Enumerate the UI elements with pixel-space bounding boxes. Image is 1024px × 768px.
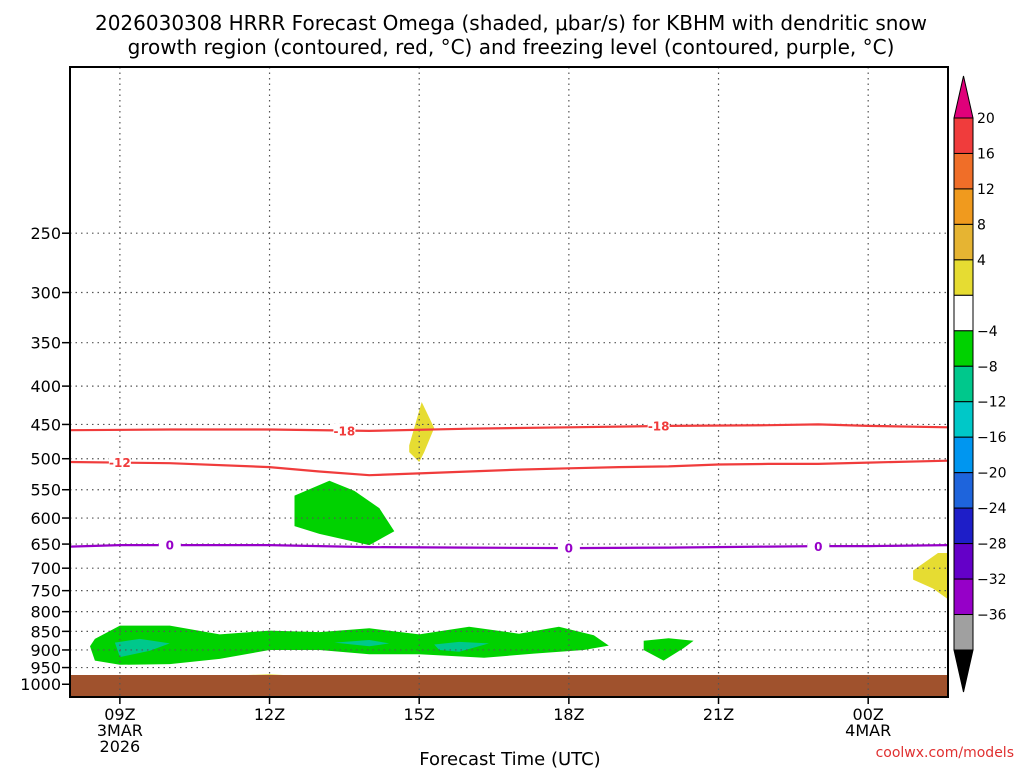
contour-label: -18 xyxy=(648,419,670,433)
x-tick-year: 2026 xyxy=(100,737,141,756)
colorbar-bottom-arrow xyxy=(953,649,974,693)
colorbar-label: −12 xyxy=(977,395,1007,411)
y-tick-label: 550 xyxy=(30,481,61,500)
colorbar-swatch xyxy=(953,294,974,332)
colorbar-label: 4 xyxy=(977,253,986,269)
x-tick-label: 09Z xyxy=(104,705,135,724)
contour-label: -12 xyxy=(109,456,131,470)
contour-label: -18 xyxy=(334,424,356,438)
chart-title-line-1: 2026030308 HRRR Forecast Omega (shaded, … xyxy=(95,11,927,35)
contour-label: 0 xyxy=(565,542,573,556)
y-tick-label: 300 xyxy=(30,284,61,303)
contour-label-bg xyxy=(807,539,830,554)
y-tick-label: 1000 xyxy=(20,675,61,694)
contour-label-bg xyxy=(158,538,181,553)
y-tick-label: 400 xyxy=(30,377,61,396)
contour-label-bg xyxy=(647,418,670,433)
y-axis-ticks: 2503003504004505005506006507007508008509… xyxy=(20,224,70,694)
y-tick-label: 650 xyxy=(30,535,61,554)
plot-frame xyxy=(69,66,949,698)
colorbar-swatch xyxy=(953,117,974,154)
y-tick-label: 700 xyxy=(30,559,61,578)
contour-label: 0 xyxy=(166,539,174,553)
credit-link[interactable]: coolwx.com/models xyxy=(876,745,1014,761)
contour-label-bg xyxy=(333,423,356,438)
contour-label-bg xyxy=(108,455,131,470)
colorbar-label: −4 xyxy=(977,324,998,340)
colorbar-swatch xyxy=(953,188,974,225)
colorbar-label: −28 xyxy=(977,537,1007,553)
omega-region-up-moderate xyxy=(434,641,489,652)
colorbar-swatch xyxy=(953,578,974,616)
x-tick-label: 12Z xyxy=(254,705,285,724)
colorbar-legend: 20 16 12 8 4 −4 −8 −12 −16 −20 −24 −28 −32 −36 xyxy=(953,75,1007,693)
contour-label: 0 xyxy=(814,540,822,554)
colorbar-swatch xyxy=(953,472,974,509)
omega-region-up-weak xyxy=(90,625,609,665)
x-tick-label: 18Z xyxy=(553,705,584,724)
colorbar-swatch xyxy=(953,614,974,651)
omega-region-up-weak xyxy=(643,638,694,661)
colorbar-label: −8 xyxy=(977,359,998,375)
omega-region-up-moderate xyxy=(114,638,170,658)
contour-lines: -18 -18 -12 0 0 0 xyxy=(69,418,949,556)
colorbar-swatch xyxy=(953,507,974,545)
colorbar-label: −32 xyxy=(977,572,1007,588)
contour-label-bg xyxy=(557,541,580,556)
y-tick-label: 350 xyxy=(30,334,61,353)
y-tick-label: 500 xyxy=(30,450,61,469)
colorbar-label: −16 xyxy=(977,430,1007,446)
x-tick-label: 21Z xyxy=(703,705,734,724)
colorbar-swatch xyxy=(953,330,974,367)
y-tick-label: 450 xyxy=(30,415,61,434)
colorbar-top-arrow xyxy=(953,75,974,119)
colorbar-swatch xyxy=(953,259,974,296)
grid-lines xyxy=(70,67,948,697)
x-tick-label: 00Z xyxy=(853,705,884,724)
colorbar-label: 12 xyxy=(977,182,995,198)
colorbar-label: −24 xyxy=(977,501,1007,517)
y-tick-label: 800 xyxy=(30,603,61,622)
y-tick-label: 250 xyxy=(30,224,61,243)
y-tick-label: 750 xyxy=(30,582,61,601)
colorbar-label: 8 xyxy=(977,217,986,233)
colorbar-label: 20 xyxy=(977,111,995,127)
x-tick-label: 15Z xyxy=(404,705,435,724)
x-tick-date: 4MAR xyxy=(845,721,891,740)
y-tick-label: 850 xyxy=(30,622,61,641)
x-tick-date: 3MAR xyxy=(97,721,143,740)
y-tick-label: 950 xyxy=(30,659,61,678)
colorbar-swatch xyxy=(953,223,974,261)
colorbar-swatch xyxy=(953,152,974,190)
omega-region-up-moderate xyxy=(334,640,390,647)
colorbar-label: −36 xyxy=(977,608,1007,624)
x-axis-label: Forecast Time (UTC) xyxy=(419,749,600,768)
omega-region-down xyxy=(913,553,948,600)
y-tick-label: 900 xyxy=(30,641,61,660)
ground-below-surface xyxy=(70,675,948,697)
contour-line xyxy=(69,459,949,477)
contour-line xyxy=(69,423,949,433)
y-tick-label: 600 xyxy=(30,509,61,528)
colorbar-swatch xyxy=(953,401,974,438)
chart-title-line-2: growth region (contoured, red, °C) and f… xyxy=(128,35,895,59)
omega-region-down xyxy=(409,402,435,462)
colorbar-label: −20 xyxy=(977,466,1007,482)
colorbar-label: 16 xyxy=(977,146,995,162)
colorbar-swatch xyxy=(953,436,974,474)
omega-region-up-weak xyxy=(294,480,395,546)
colorbar-swatch xyxy=(953,365,974,403)
colorbar-swatch xyxy=(953,543,974,580)
